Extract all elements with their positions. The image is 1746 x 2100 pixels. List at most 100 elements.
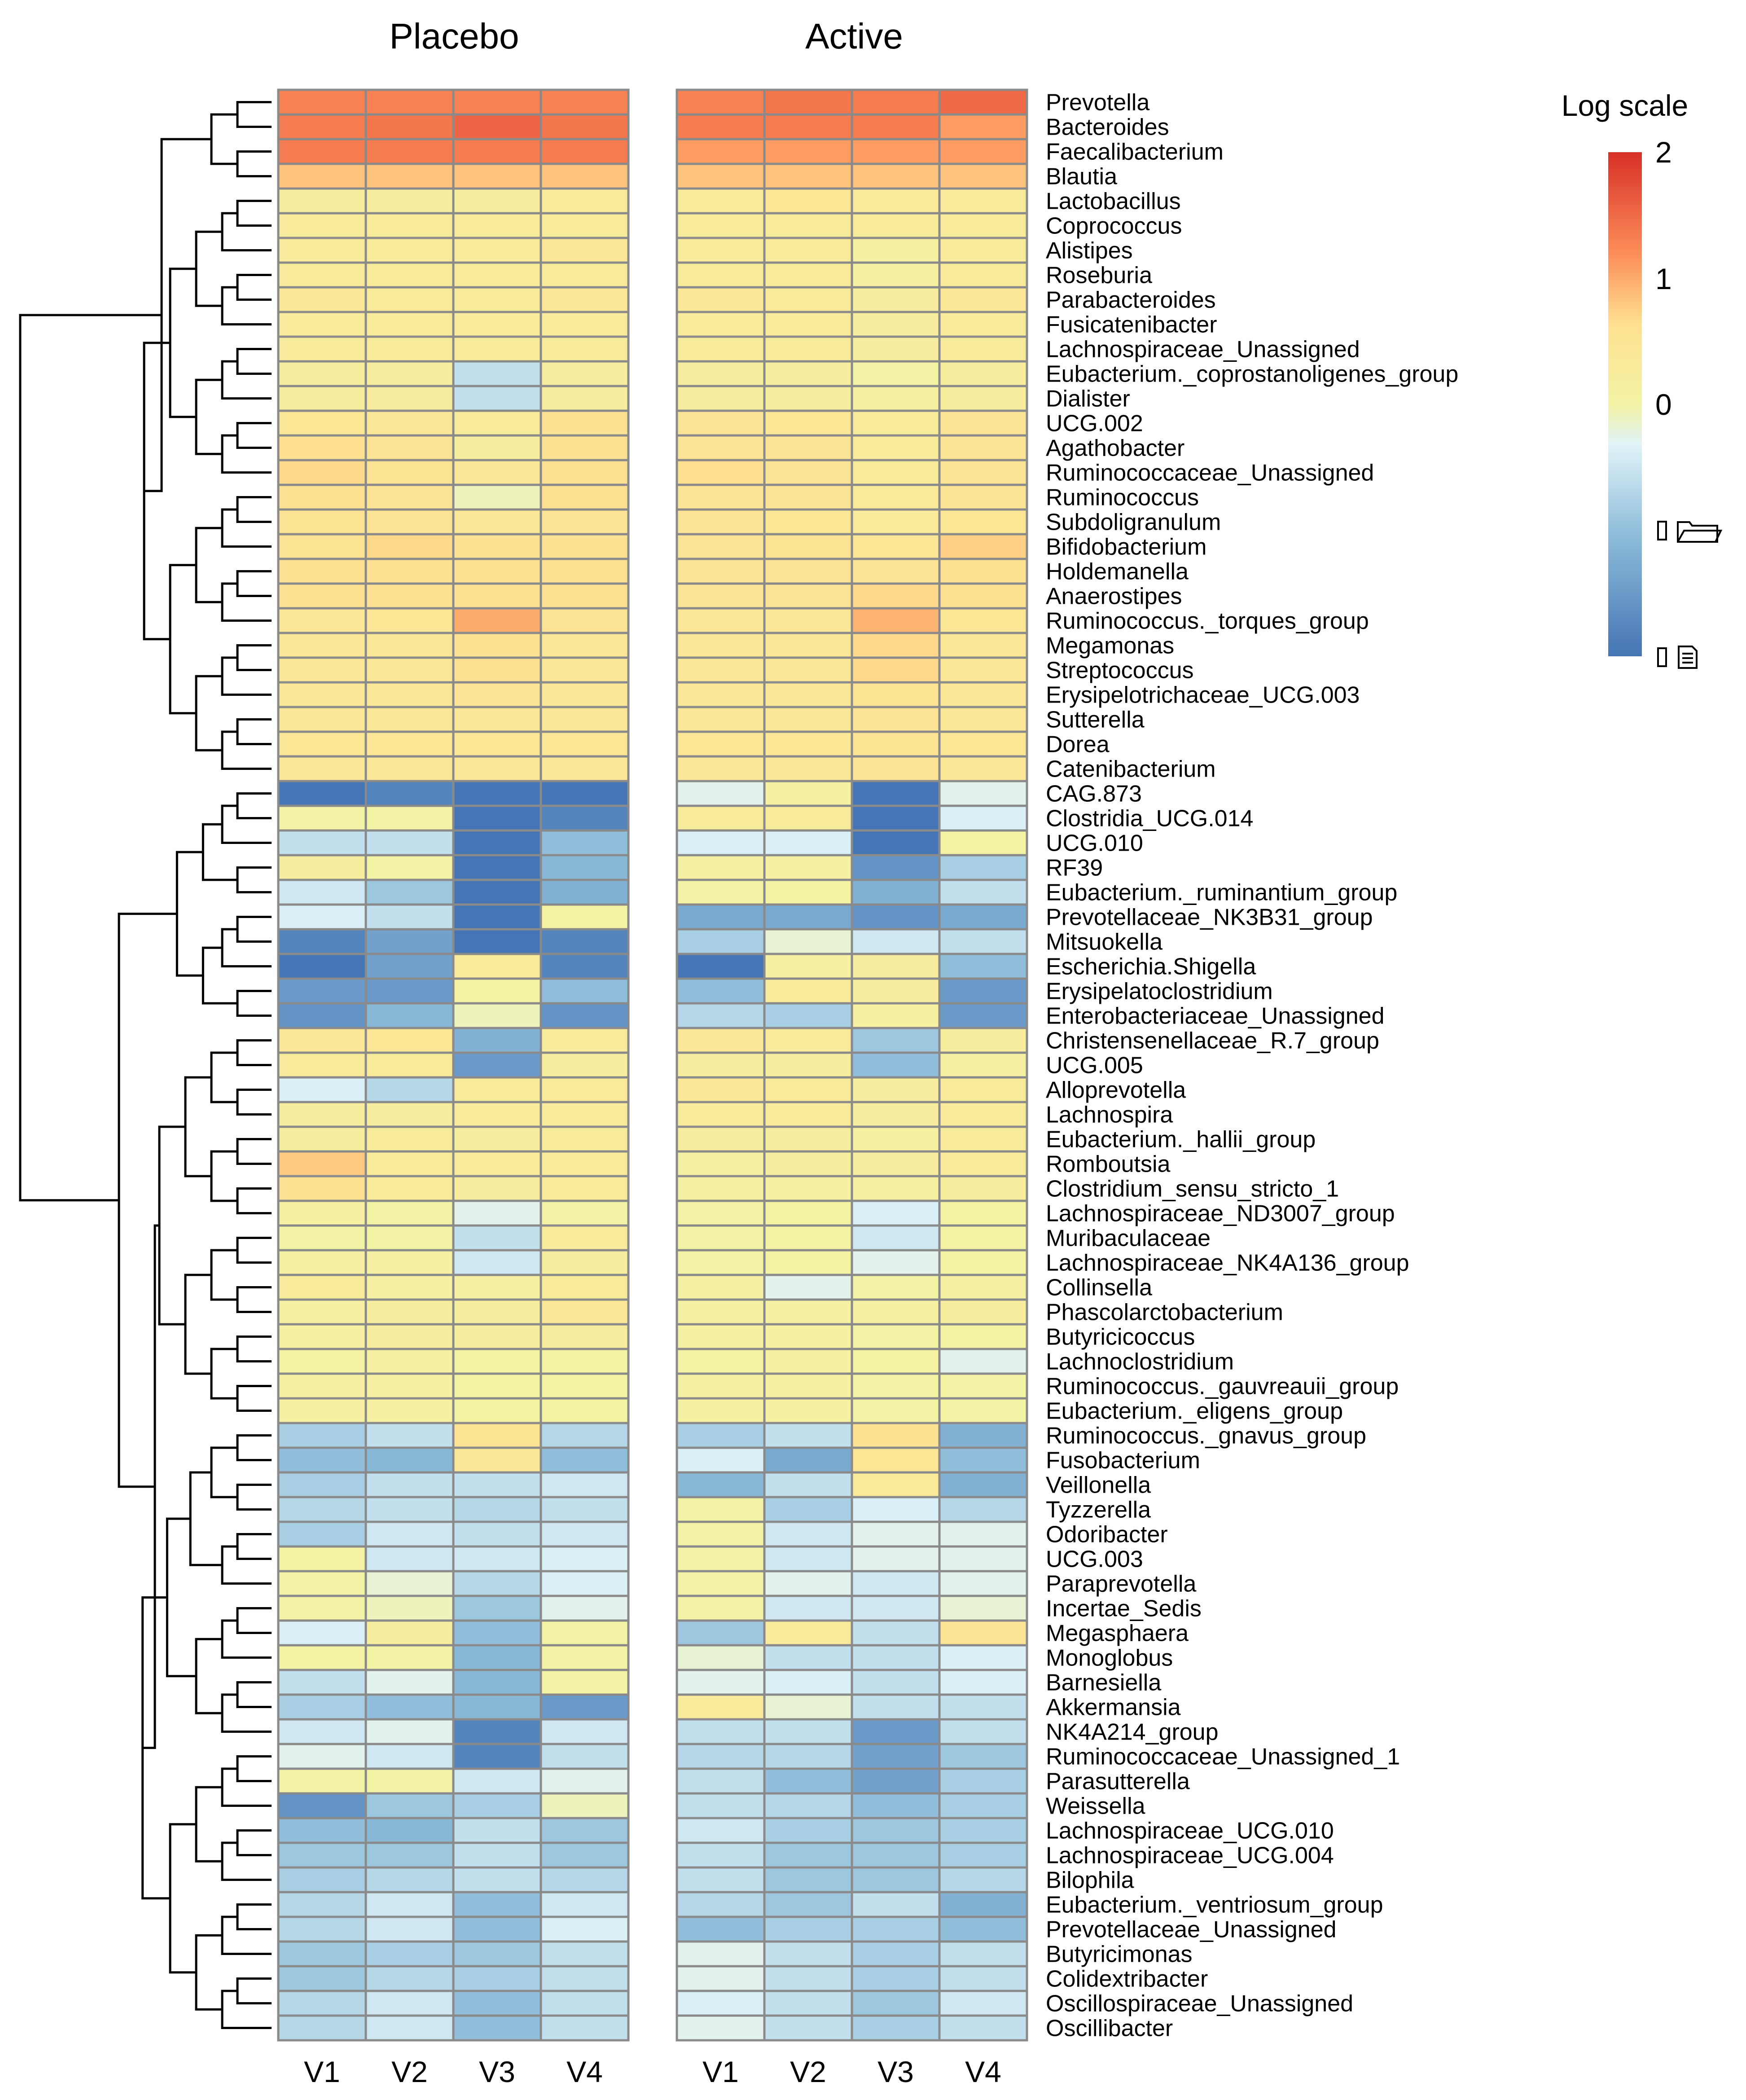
heatmap-cell [938, 237, 1028, 264]
heatmap-cell [676, 1422, 766, 1449]
heatmap-cell [277, 1224, 367, 1252]
heatmap-cell [938, 755, 1028, 782]
heatmap-cell [938, 1372, 1028, 1400]
heatmap-cell [277, 1866, 367, 1894]
heatmap-cell [763, 706, 853, 733]
heatmap-cell [452, 1298, 542, 1326]
heatmap-cell [277, 903, 367, 931]
heatmap-cell [938, 335, 1028, 363]
heatmap-cell [540, 1520, 630, 1548]
heatmap-cell [851, 1224, 941, 1252]
heatmap-cell [763, 1743, 853, 1770]
row-label: Erysipelatoclostridium [1046, 979, 1273, 1005]
heatmap-cell [364, 434, 455, 461]
row-label: Mitsuokella [1046, 929, 1163, 955]
heatmap-cell [676, 1027, 766, 1054]
heatmap-cell [540, 1792, 630, 1819]
dendrogram-branch [169, 268, 197, 418]
heatmap-cell [851, 854, 941, 881]
dendrogram-branch [184, 1076, 211, 1177]
heatmap-cell [540, 459, 630, 486]
legend-tick-minus2-glyph [1657, 646, 1698, 669]
heatmap-cell [364, 212, 455, 239]
heatmap-cell [938, 1644, 1028, 1671]
dendrogram-branch [236, 1755, 272, 1782]
heatmap-cell [540, 928, 630, 955]
heatmap-cell [763, 1619, 853, 1647]
heatmap-cell [277, 1669, 367, 1696]
heatmap-cell [540, 1372, 630, 1400]
heatmap-cell [540, 632, 630, 659]
heatmap-cell [676, 533, 766, 560]
heatmap-cell [676, 1496, 766, 1523]
heatmap-cell [540, 360, 630, 387]
heatmap-cell [676, 928, 766, 955]
row-label: RF39 [1046, 855, 1103, 881]
heatmap-cell [452, 1175, 542, 1202]
heatmap-cell [938, 1915, 1028, 1943]
heatmap-cell [277, 1249, 367, 1276]
heatmap-cell [540, 681, 630, 708]
heatmap-cell [277, 1496, 367, 1523]
row-label: Ruminococcaceae_Unassigned_1 [1046, 1744, 1400, 1770]
heatmap-cell [452, 1397, 542, 1424]
heatmap-cell [676, 1150, 766, 1177]
heatmap-cell [938, 1051, 1028, 1079]
dendrogram-branch [195, 1786, 223, 1863]
row-label: Lachnospiraceae_ND3007_group [1046, 1201, 1395, 1227]
heatmap-cell [540, 1175, 630, 1202]
heatmap-cell [763, 582, 853, 610]
row-label: Paraprevotella [1046, 1571, 1196, 1597]
heatmap-cell [540, 804, 630, 832]
heatmap-cell [938, 1274, 1028, 1301]
heatmap-cell [540, 1101, 630, 1128]
heatmap-cell [676, 1298, 766, 1326]
row-label: Romboutsia [1046, 1151, 1171, 1177]
heatmap-cell [540, 261, 630, 289]
heatmap-cell [851, 237, 941, 264]
heatmap-cell [763, 1866, 853, 1894]
heatmap-cell [364, 2014, 455, 2042]
heatmap-cell [676, 1792, 766, 1819]
heatmap-cell [540, 879, 630, 906]
heatmap-cell [364, 508, 455, 536]
row-label: UCG.002 [1046, 411, 1143, 437]
row-label: Escherichia.Shigella [1046, 954, 1256, 980]
heatmap-cell [540, 1545, 630, 1573]
heatmap-cell [851, 335, 941, 363]
heatmap-cell [676, 1915, 766, 1943]
heatmap-cell [676, 903, 766, 931]
heatmap-cell [763, 953, 853, 980]
heatmap-cell [763, 1422, 853, 1449]
heatmap-cell [277, 508, 367, 536]
heatmap-cell [851, 1841, 941, 1869]
row-labels: PrevotellaBacteroidesFaecalibacteriumBla… [1046, 90, 1458, 2042]
dendrogram-branch [221, 730, 272, 770]
heatmap-cell [938, 1990, 1028, 2017]
heatmap-cell [277, 1397, 367, 1424]
row-label: Ruminococcaceae_Unassigned [1046, 460, 1374, 486]
heatmap-cell [277, 1051, 367, 1079]
dendrogram-branch [236, 1039, 272, 1066]
heatmap-cell [763, 1471, 853, 1498]
dendrogram-branch [236, 274, 272, 301]
heatmap-cell [938, 1150, 1028, 1177]
column-label: V3 [479, 2055, 515, 2088]
heatmap-cell [277, 1619, 367, 1647]
heatmap-cell [364, 1792, 455, 1819]
panel-title-active: Active [805, 16, 903, 56]
heatmap-cell [851, 1965, 941, 1992]
heatmap-cell [364, 1693, 455, 1721]
heatmap-cell [938, 88, 1028, 116]
dendrogram-branch [210, 1051, 237, 1103]
heatmap-cell [763, 854, 853, 881]
dendrogram-branch [169, 564, 197, 715]
heatmap-cell [851, 755, 941, 782]
heatmap-cell [277, 1915, 367, 1943]
heatmap-cell [364, 1224, 455, 1252]
row-label: Sutterella [1046, 707, 1145, 733]
heatmap-cell [540, 286, 630, 313]
heatmap-cell [277, 1274, 367, 1301]
heatmap-cell [763, 1915, 853, 1943]
heatmap-cell [277, 854, 367, 881]
